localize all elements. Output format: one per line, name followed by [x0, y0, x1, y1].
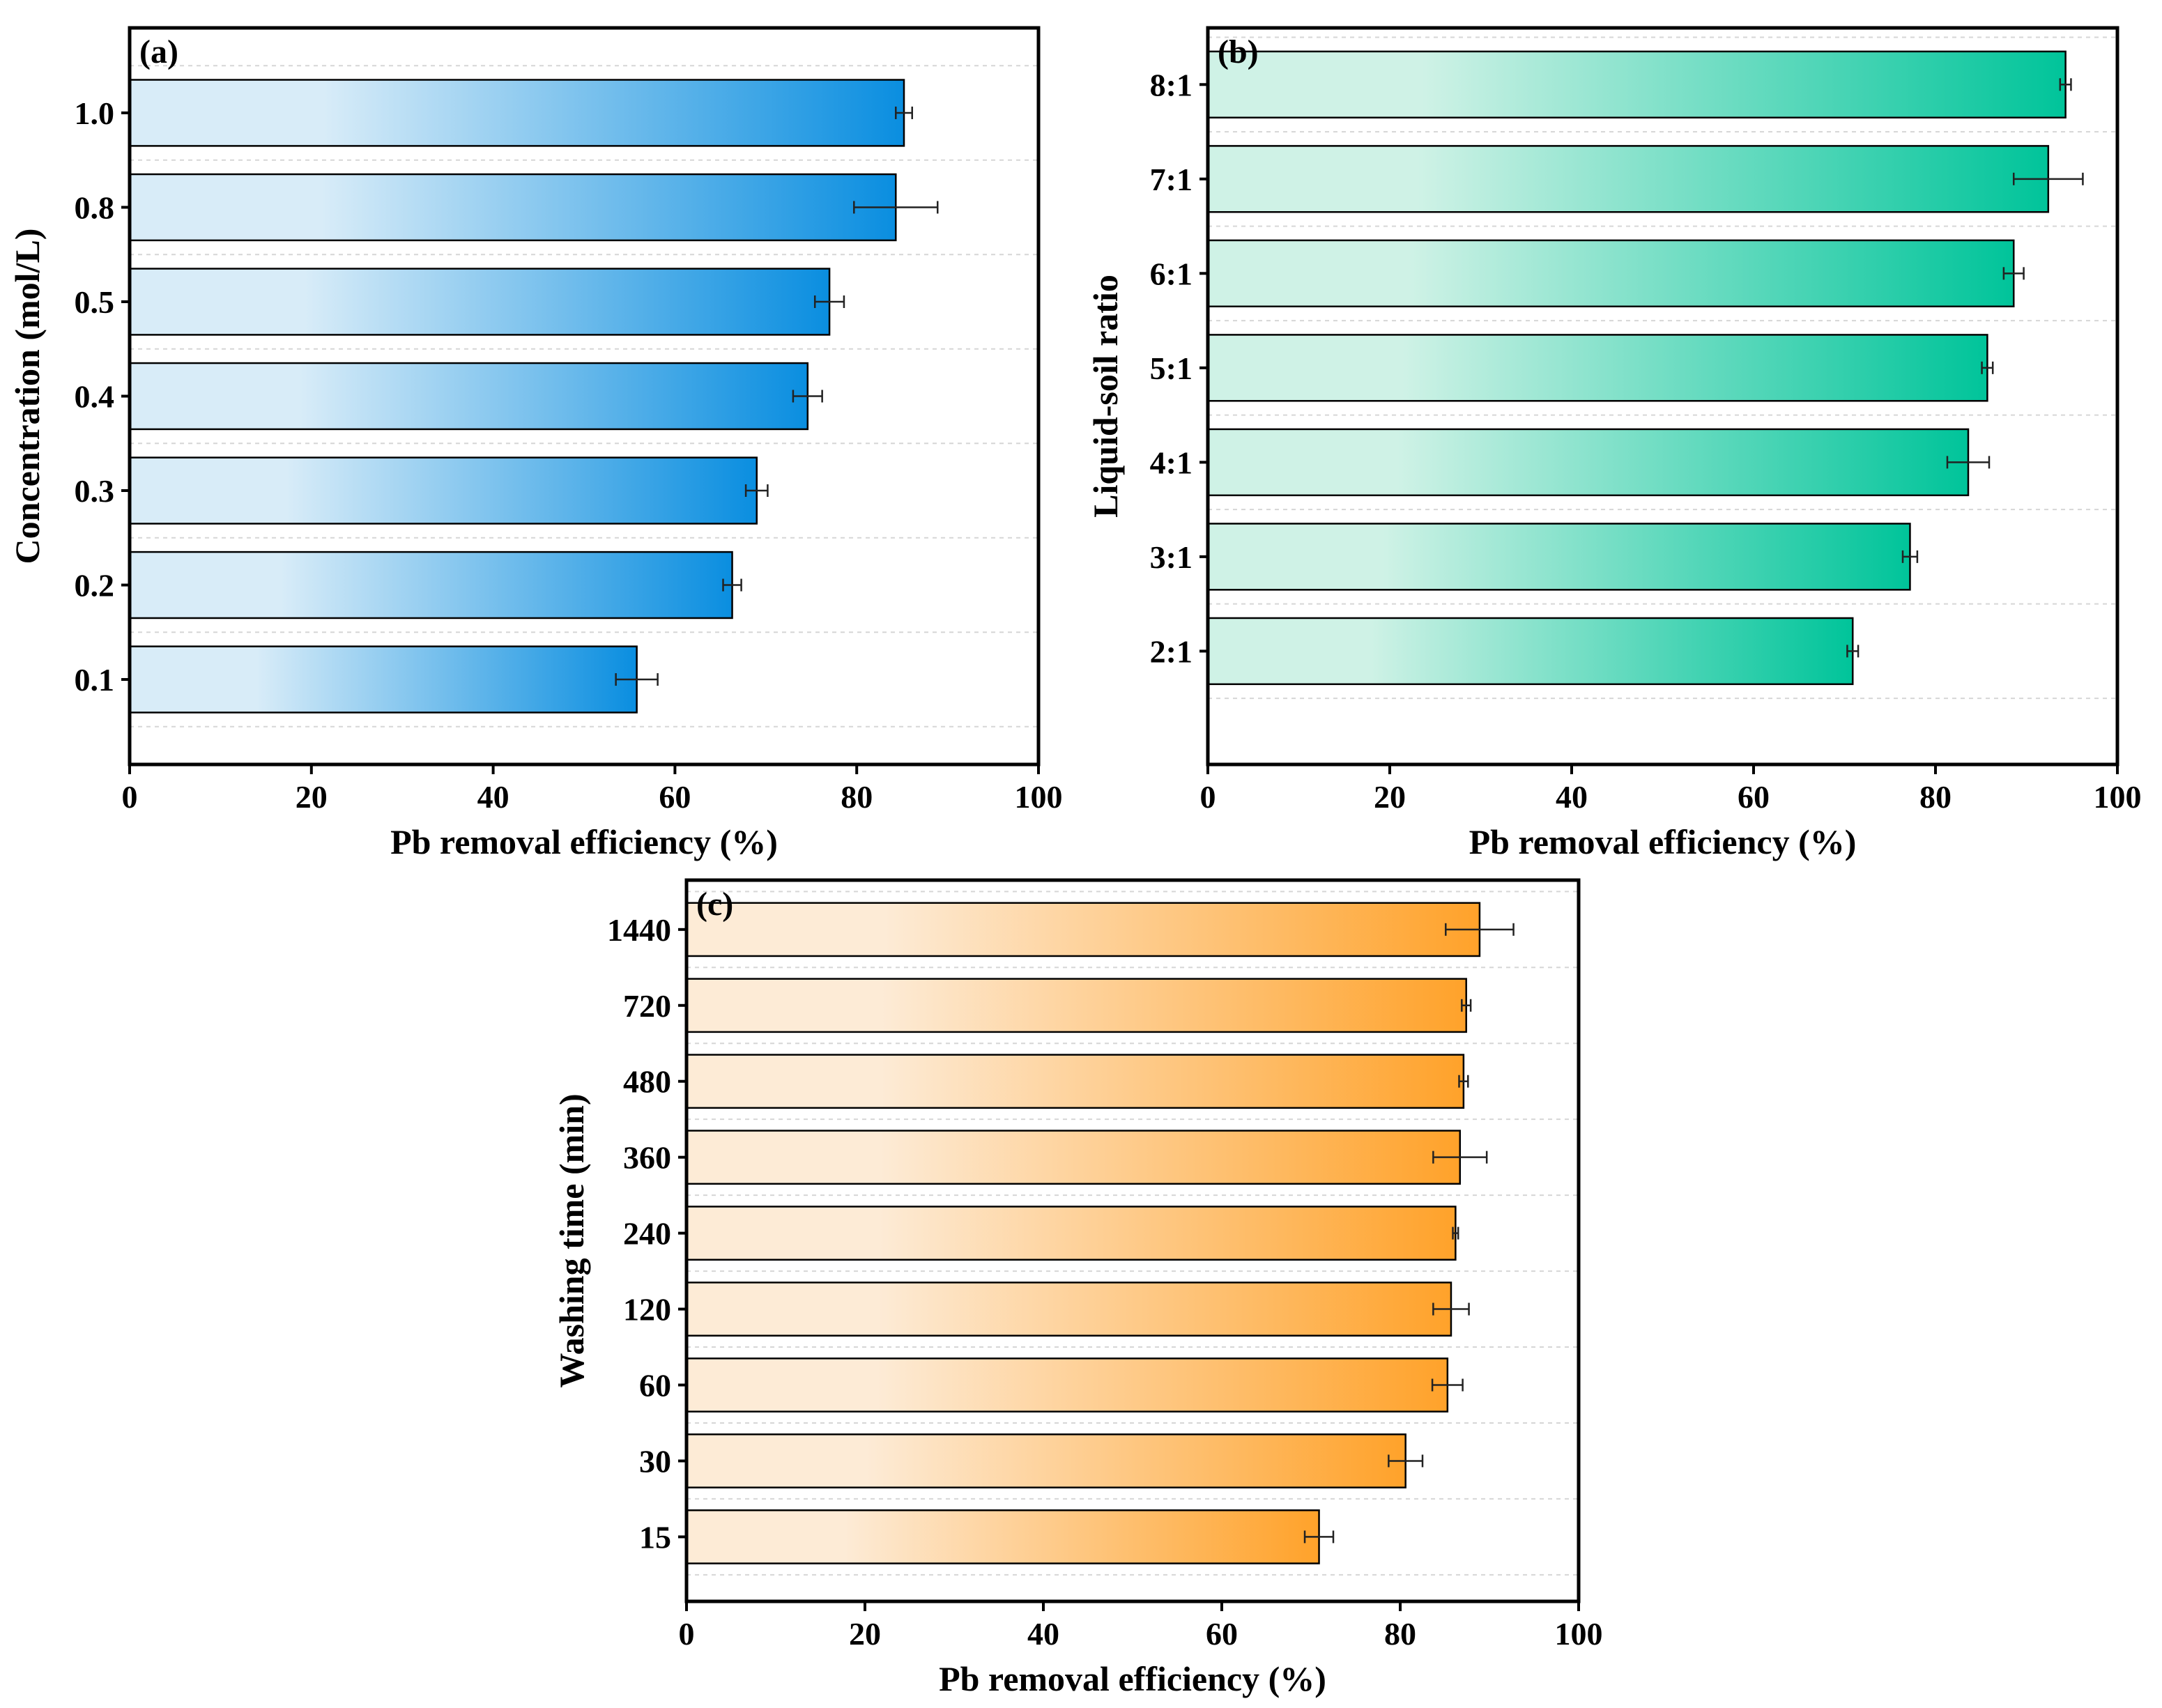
- bar-4:1: [1206, 428, 1970, 497]
- bar-3:1: [1206, 523, 1911, 591]
- plot-frame: [684, 878, 1581, 1603]
- y-tick-label: 240: [623, 1216, 671, 1252]
- y-tick-label: 7:1: [1150, 162, 1193, 197]
- bar-720: [685, 978, 1467, 1033]
- y-tick-label: 120: [623, 1292, 671, 1328]
- bar-240: [685, 1206, 1457, 1261]
- y-tick-label: 0.5: [75, 284, 115, 320]
- x-tick-label: 20: [296, 779, 328, 815]
- y-tick-label: 4:1: [1150, 445, 1193, 480]
- bar-7:1: [1206, 145, 2050, 213]
- y-tick-label: 0.8: [75, 190, 115, 225]
- panel-a: 0.1 0.2 0.3 0.4 0.5 0.8 1.0 0 20 40 60 80 100 (a) Pb…: [8, 26, 1063, 861]
- x-axis-title: Pb removal efficiency (%): [939, 1659, 1326, 1698]
- x-tick-label: 0: [1200, 779, 1216, 815]
- bar-60: [685, 1357, 1449, 1413]
- x-tick-label: 80: [1919, 779, 1952, 815]
- panel-label: (b): [1218, 33, 1259, 70]
- bar-0.8: [128, 173, 897, 242]
- x-tick-label: 100: [1015, 779, 1063, 815]
- plot-frame: [1206, 26, 2119, 767]
- y-tick-label: 720: [623, 988, 671, 1024]
- x-tick-label: 0: [122, 779, 138, 815]
- y-tick-label: 0.1: [75, 662, 115, 698]
- bar-5:1: [1206, 334, 1988, 402]
- y-tick-label: 2:1: [1150, 633, 1193, 669]
- y-axis-title: Concentration (mol/L): [8, 229, 47, 564]
- bar-0.2: [128, 551, 733, 620]
- y-tick-label: 0.4: [75, 379, 115, 415]
- panel-b: 2:1 3:1 4:1 5:1 6:1 7:1 8:1 0 20 40 60 80 100 (b) Pb…: [1086, 26, 2142, 861]
- bar-480: [685, 1054, 1465, 1109]
- y-tick-label: 360: [623, 1140, 671, 1176]
- bar-1.0: [128, 79, 905, 147]
- panel-label: (a): [139, 33, 178, 70]
- bar-120: [685, 1282, 1452, 1337]
- y-tick-label: 1.0: [75, 95, 115, 131]
- bars: [1206, 50, 2084, 686]
- axes: 15 30 60 120 240 360 480 720 1440 0 20 40 60 80 100: [607, 912, 1603, 1652]
- x-axis-title: Pb removal efficiency (%): [390, 822, 778, 861]
- x-tick-label: 40: [1027, 1616, 1059, 1652]
- x-tick-label: 0: [679, 1616, 695, 1652]
- bar-1440: [685, 902, 1481, 957]
- y-tick-label: 480: [623, 1064, 671, 1100]
- x-tick-label: 20: [1374, 779, 1406, 815]
- y-tick-label: 0.3: [75, 473, 115, 509]
- grid-lines: [1208, 36, 2117, 700]
- y-tick-label: 5:1: [1150, 351, 1193, 386]
- y-tick-label: 1440: [607, 912, 671, 948]
- y-tick-label: 15: [639, 1519, 671, 1555]
- y-tick-label: 60: [639, 1368, 671, 1403]
- y-axis-title: Liquid-soil ratio: [1086, 275, 1125, 518]
- y-tick-label: 3:1: [1150, 539, 1193, 575]
- grid-lines: [687, 891, 1579, 1576]
- bars: [685, 902, 1515, 1564]
- x-tick-label: 60: [1738, 779, 1770, 815]
- x-tick-label: 100: [2094, 779, 2142, 815]
- bar-6:1: [1206, 239, 2015, 308]
- axes: 2:1 3:1 4:1 5:1 6:1 7:1 8:1 0 20 40 60 80 100: [1150, 67, 2142, 815]
- y-tick-label: 0.2: [75, 568, 115, 603]
- bar-0.3: [128, 456, 758, 525]
- panel-c: 15 30 60 120 240 360 480 720 1440 0 20 40 60 80 100 (c…: [552, 878, 1603, 1698]
- x-tick-label: 60: [1206, 1616, 1238, 1652]
- x-tick-label: 100: [1555, 1616, 1603, 1652]
- bar-360: [685, 1130, 1462, 1185]
- x-tick-label: 80: [841, 779, 873, 815]
- x-tick-label: 20: [849, 1616, 881, 1652]
- y-tick-label: 8:1: [1150, 67, 1193, 102]
- bar-0.4: [128, 362, 809, 431]
- bar-0.5: [128, 268, 831, 336]
- bar-30: [685, 1433, 1406, 1488]
- bar-8:1: [1206, 50, 2067, 118]
- axes: 0.1 0.2 0.3 0.4 0.5 0.8 1.0 0 20 40 60 80 100: [75, 95, 1063, 815]
- grid-lines: [130, 65, 1038, 728]
- x-tick-label: 40: [1556, 779, 1588, 815]
- bar-0.1: [128, 645, 638, 714]
- x-tick-label: 60: [659, 779, 691, 815]
- y-axis-title: Washing time (min): [552, 1093, 591, 1387]
- x-tick-label: 80: [1384, 1616, 1416, 1652]
- y-tick-label: 6:1: [1150, 256, 1193, 291]
- bar-15: [685, 1509, 1320, 1564]
- y-tick-label: 30: [639, 1443, 671, 1479]
- bars: [128, 79, 939, 714]
- x-axis-title: Pb removal efficiency (%): [1469, 822, 1857, 861]
- bar-2:1: [1206, 617, 1854, 686]
- panel-label: (c): [696, 886, 733, 923]
- x-tick-label: 40: [477, 779, 509, 815]
